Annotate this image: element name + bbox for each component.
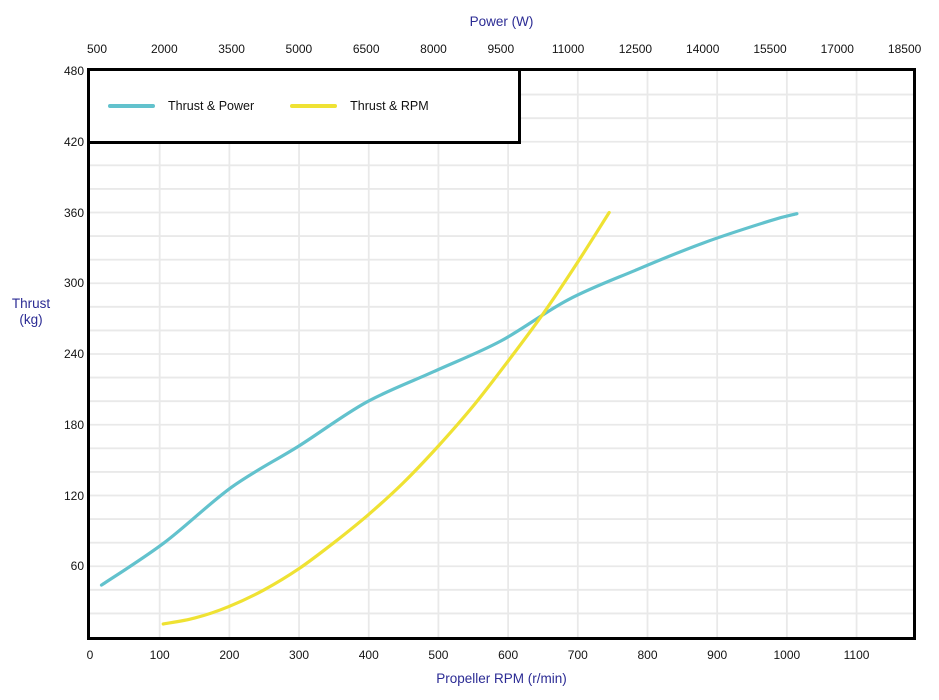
legend-label: Thrust & Power xyxy=(168,99,255,113)
bottom-axis-tick: 2000 xyxy=(150,42,178,56)
left-axis-tick: 480 xyxy=(63,64,84,78)
legend-item-thrust-power: Thrust & Power xyxy=(108,99,254,113)
chart-svg xyxy=(90,71,913,637)
plot-area xyxy=(87,68,916,640)
thrust-power-curve xyxy=(99,212,799,587)
bottom-axis-tick: 800 xyxy=(637,648,658,662)
bottom-axis-tick: 600 xyxy=(498,648,519,662)
left-axis-title: Thrust (kg) xyxy=(1,296,61,328)
bottom-axis-tick: 500 xyxy=(86,42,107,56)
left-axis-tick: 300 xyxy=(63,276,84,291)
bottom-axis-tick: 300 xyxy=(289,648,310,662)
left-axis-title-line1: Thrust xyxy=(11,296,51,311)
bottom-axis-tick: 5000 xyxy=(285,42,313,56)
bottom-axis-tick: 1100 xyxy=(843,648,870,662)
legend: Thrust & Power Thrust & RPM xyxy=(87,68,521,144)
thrust-rpm-line-swatch xyxy=(290,104,338,108)
bottom-axis-tick: 15500 xyxy=(753,42,787,56)
left-axis-tick: 180 xyxy=(63,417,84,432)
bottom-axis-title: Propeller RPM (r/min) xyxy=(436,671,567,686)
left-axis-tick: 240 xyxy=(63,347,84,361)
left-axis-tick: 420 xyxy=(63,134,84,149)
bottom-axis-tick: 100 xyxy=(149,648,170,662)
thrust-rpm-curve xyxy=(161,210,611,626)
top-axis-title: Power (W) xyxy=(469,14,534,29)
bottom-axis-tick: 14000 xyxy=(686,42,720,56)
legend-label: Thrust & RPM xyxy=(350,99,429,113)
bottom-axis-tick: 0 xyxy=(86,648,94,662)
bottom-axis-tick: 500 xyxy=(428,648,449,662)
left-axis-title-line2: (kg) xyxy=(19,312,43,327)
bottom-axis-tick: 200 xyxy=(219,648,240,662)
bottom-axis-tick: 3500 xyxy=(218,42,245,56)
bottom-axis-tick: 9500 xyxy=(487,42,515,56)
left-axis-tick: 120 xyxy=(63,488,84,503)
bottom-axis-tick: 6500 xyxy=(352,42,380,56)
bottom-axis-tick: 17000 xyxy=(820,42,854,56)
bottom-axis-tick: 700 xyxy=(567,648,588,662)
bottom-axis-tick: 11000 xyxy=(551,42,585,56)
bottom-axis-tick: 18500 xyxy=(887,42,922,56)
bottom-axis-tick: 900 xyxy=(707,648,728,662)
thrust-power-line-swatch xyxy=(108,104,155,108)
bottom-axis-tick: 400 xyxy=(358,648,379,662)
legend-item-thrust-rpm: Thrust & RPM xyxy=(290,99,429,113)
bottom-axis-tick: 8000 xyxy=(420,42,447,56)
bottom-axis-tick: 12500 xyxy=(618,42,653,56)
bottom-axis-tick: 1000 xyxy=(773,648,801,662)
left-axis-tick: 360 xyxy=(63,205,84,220)
left-axis-tick: 60 xyxy=(70,559,84,574)
